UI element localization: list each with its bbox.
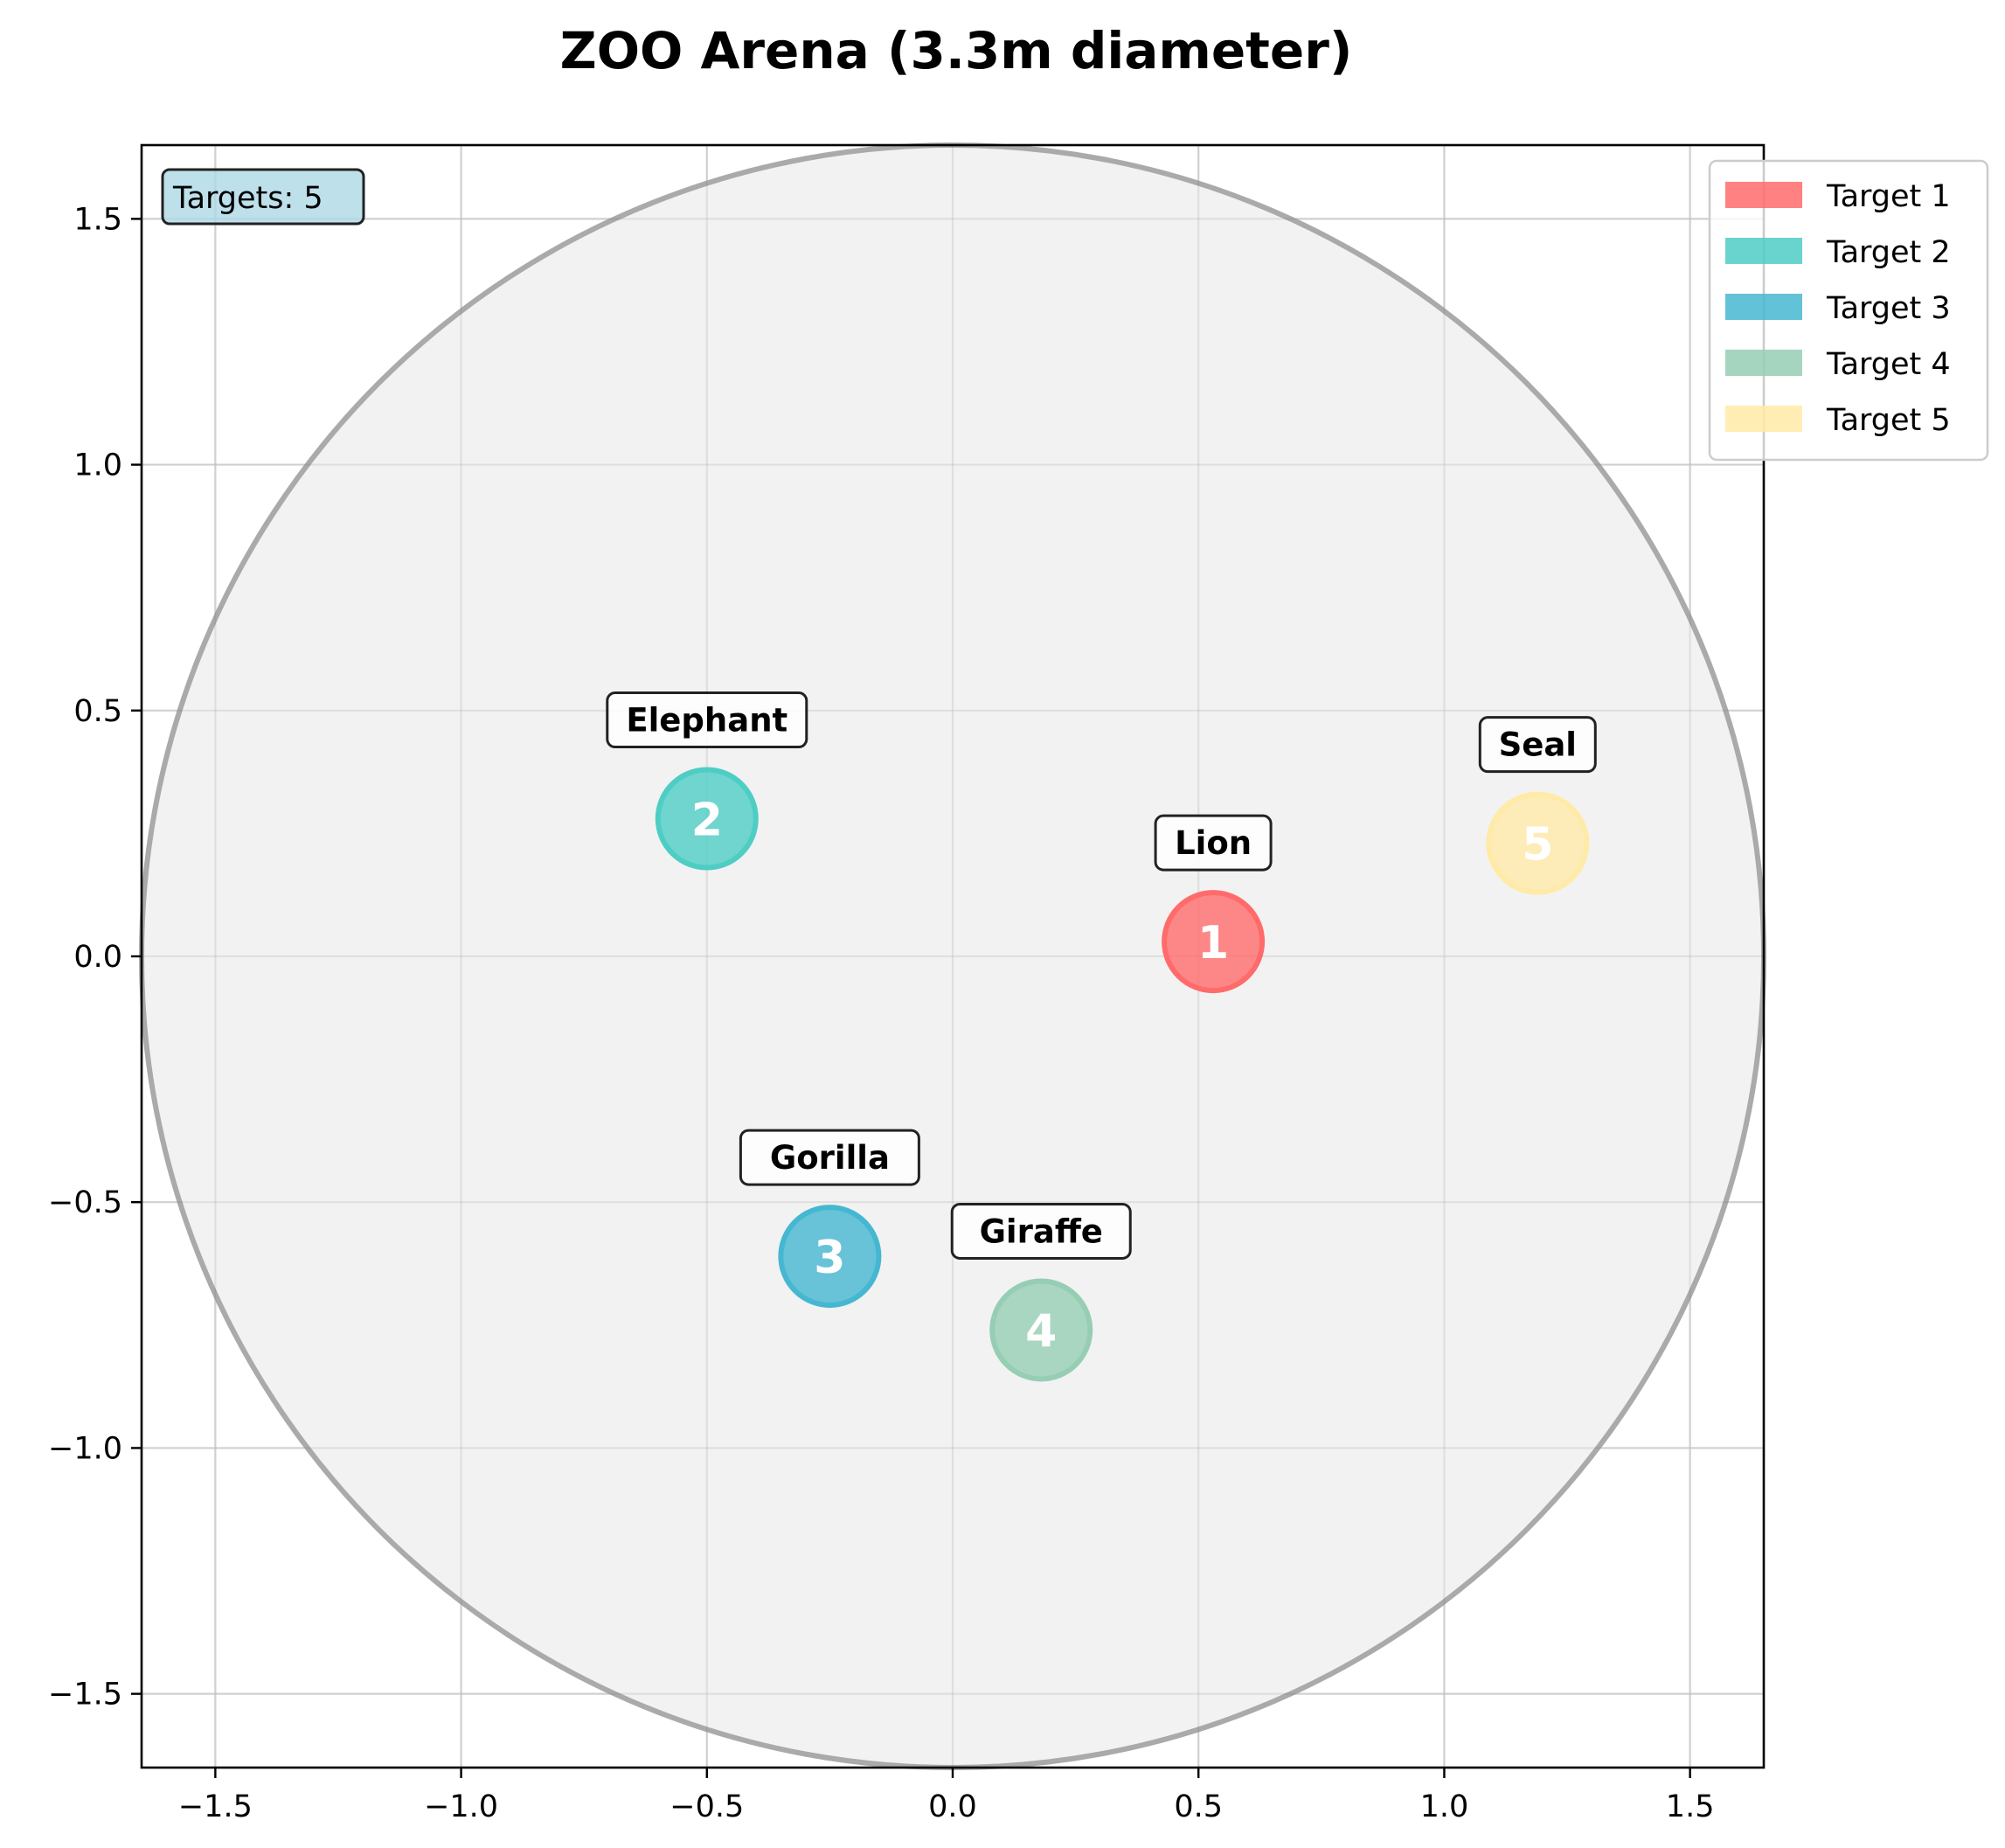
legend-swatch-3 xyxy=(1725,294,1802,320)
target-marker xyxy=(655,767,759,871)
target-animal-label: Giraffe xyxy=(980,1212,1103,1250)
x-tick-label: 0.0 xyxy=(928,1789,977,1824)
legend-swatch-2 xyxy=(1725,238,1802,264)
legend-box xyxy=(1708,159,1989,462)
targets-counter: Targets: 5 xyxy=(161,168,365,226)
target-5: 5 Seal xyxy=(1478,716,1597,895)
target-label-box xyxy=(1154,814,1273,872)
x-tick-label: 0.5 xyxy=(1174,1789,1223,1824)
chart-title: ZOO Arena (3.3m diameter) xyxy=(560,21,1353,80)
legend-label: Target 4 xyxy=(1826,347,1951,382)
target-label-box xyxy=(950,1202,1132,1260)
targets-counter-box xyxy=(161,168,365,226)
target-number: 4 xyxy=(1025,1305,1057,1358)
target-animal-label: Seal xyxy=(1499,726,1577,764)
target-label-box xyxy=(739,1129,920,1186)
x-tick-label: 1.0 xyxy=(1420,1789,1469,1824)
target-animal-label: Gorilla xyxy=(770,1139,890,1177)
target-animal-label: Elephant xyxy=(626,702,787,740)
axis-ticks: −1.5 −1.0 −0.5 0.0 0.5 1.0 1.5 −1.5 −1.0 −0.5 0.0 0… xyxy=(48,202,1714,1824)
target-4: 4 Giraffe xyxy=(950,1202,1132,1382)
legend-swatch-5 xyxy=(1725,406,1802,432)
target-number: 2 xyxy=(691,795,723,847)
target-marker xyxy=(778,1205,882,1309)
legend-label: Target 2 xyxy=(1826,235,1951,270)
target-number: 5 xyxy=(1522,819,1553,872)
legend-label: Target 1 xyxy=(1826,179,1951,214)
legend: Target 1 Target 2 Target 3 Target 4 Target 5 xyxy=(1708,159,1989,462)
y-tick-label: 0.0 xyxy=(73,940,122,975)
legend-label: Target 5 xyxy=(1826,403,1951,438)
target-marker xyxy=(989,1278,1093,1382)
legend-label: Target 3 xyxy=(1826,291,1951,326)
x-tick-label: 1.5 xyxy=(1666,1789,1715,1824)
y-tick-label: 1.5 xyxy=(73,202,122,237)
target-animal-label: Lion xyxy=(1175,824,1252,862)
target-marker xyxy=(1162,890,1266,994)
legend-swatch-4 xyxy=(1725,350,1802,376)
arena-circle-group xyxy=(139,142,1766,1770)
y-tick-label: −1.0 xyxy=(48,1431,122,1466)
target-2: 2 Elephant xyxy=(606,691,808,871)
target-3: 3 Gorilla xyxy=(739,1129,920,1309)
x-tick-label: −1.0 xyxy=(424,1789,498,1824)
y-tick-label: 1.0 xyxy=(73,448,122,483)
y-tick-label: 0.5 xyxy=(73,694,122,729)
y-tick-label: −1.5 xyxy=(48,1678,122,1713)
target-1: 1 Lion xyxy=(1154,814,1273,994)
x-tick-label: −0.5 xyxy=(669,1789,744,1824)
target-label-box xyxy=(1478,716,1597,774)
target-marker xyxy=(1486,791,1590,895)
target-number: 1 xyxy=(1197,917,1229,969)
target-number: 3 xyxy=(814,1232,845,1284)
y-tick-label: −0.5 xyxy=(48,1185,122,1220)
legend-swatch-1 xyxy=(1725,182,1802,208)
targets-counter-label: Targets: 5 xyxy=(172,181,323,216)
target-label-box xyxy=(606,691,808,749)
x-tick-label: −1.5 xyxy=(178,1789,253,1824)
targets-group: 1 Lion 2 Elephant 3 Gorilla 4 Giraffe 5 Seal xyxy=(606,691,1597,1382)
